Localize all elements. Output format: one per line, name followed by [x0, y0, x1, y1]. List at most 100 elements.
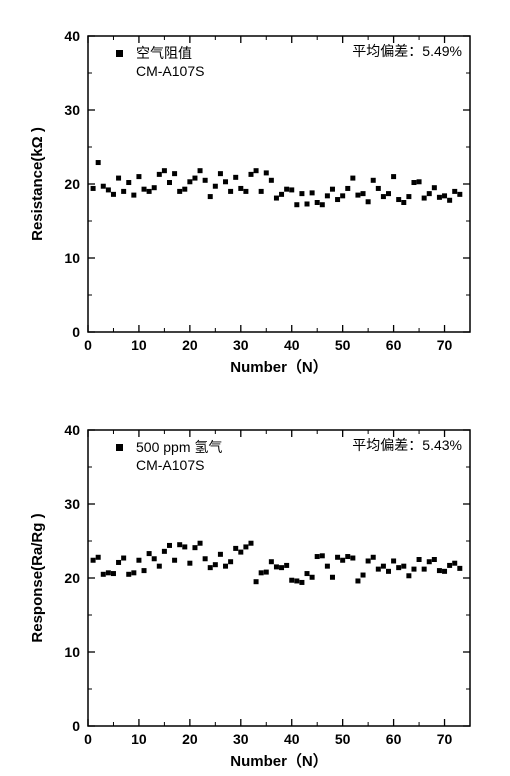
data-point: [361, 573, 366, 578]
data-point: [406, 194, 411, 199]
data-point: [401, 564, 406, 569]
data-point: [366, 558, 371, 563]
data-point: [386, 191, 391, 196]
data-point: [269, 178, 274, 183]
data-point: [279, 565, 284, 570]
data-point: [167, 543, 172, 548]
svg-text:20: 20: [64, 570, 80, 586]
data-point: [182, 187, 187, 192]
data-point: [442, 569, 447, 574]
data-point: [315, 554, 320, 559]
data-point: [355, 578, 360, 583]
data-point: [442, 193, 447, 198]
data-point: [417, 179, 422, 184]
data-point: [152, 556, 157, 561]
data-point: [417, 557, 422, 562]
svg-text:70: 70: [437, 337, 453, 353]
data-point: [116, 560, 121, 565]
data-point: [447, 563, 452, 568]
data-point: [310, 190, 315, 195]
legend-line-1: 空气阻值: [136, 45, 192, 61]
svg-text:50: 50: [335, 731, 351, 747]
data-point: [126, 180, 131, 185]
data-point: [310, 575, 315, 580]
data-point: [381, 194, 386, 199]
data-point: [437, 568, 442, 573]
data-point: [213, 562, 218, 567]
y-axis-label: Response(Ra/Rg ): [29, 513, 46, 642]
data-point: [366, 199, 371, 204]
data-point: [406, 573, 411, 578]
data-point: [238, 186, 243, 191]
legend-line-1: 500 ppm 氢气: [136, 439, 222, 455]
data-point: [427, 191, 432, 196]
data-point: [136, 558, 141, 563]
svg-text:40: 40: [64, 28, 80, 44]
data-point: [177, 189, 182, 194]
x-axis-label: Number（N）: [230, 752, 328, 770]
svg-text:40: 40: [284, 731, 300, 747]
data-point: [289, 187, 294, 192]
data-point: [386, 569, 391, 574]
svg-text:0: 0: [84, 337, 92, 353]
svg-text:10: 10: [131, 731, 147, 747]
data-point: [457, 192, 462, 197]
svg-text:40: 40: [64, 422, 80, 438]
data-point: [152, 185, 157, 190]
svg-text:10: 10: [64, 250, 80, 266]
data-point: [457, 566, 462, 571]
data-point: [167, 180, 172, 185]
data-point: [218, 552, 223, 557]
data-point: [340, 193, 345, 198]
data-point: [203, 556, 208, 561]
data-point: [162, 549, 167, 554]
data-point: [96, 555, 101, 560]
data-point: [452, 189, 457, 194]
svg-text:30: 30: [64, 102, 80, 118]
data-point: [243, 189, 248, 194]
data-point: [182, 544, 187, 549]
deviation-annotation: 平均偏差：5.49%: [352, 43, 462, 59]
data-point: [330, 575, 335, 580]
data-point: [274, 564, 279, 569]
data-point: [162, 168, 167, 173]
data-point: [391, 558, 396, 563]
data-point: [350, 176, 355, 181]
data-point: [422, 567, 427, 572]
data-point: [335, 555, 340, 560]
data-point: [447, 198, 452, 203]
data-point: [299, 580, 304, 585]
data-point: [371, 555, 376, 560]
data-point: [101, 572, 106, 577]
data-point: [371, 178, 376, 183]
response-chart: 010203040506070010203040Number（N）Respons…: [0, 406, 510, 776]
data-point: [432, 185, 437, 190]
data-point: [279, 192, 284, 197]
data-point: [330, 187, 335, 192]
data-point: [305, 201, 310, 206]
data-point: [233, 175, 238, 180]
data-point: [422, 196, 427, 201]
data-point: [243, 544, 248, 549]
data-point: [437, 195, 442, 200]
data-point: [96, 160, 101, 165]
data-point: [376, 186, 381, 191]
data-point: [305, 571, 310, 576]
svg-text:10: 10: [131, 337, 147, 353]
data-point: [381, 564, 386, 569]
data-point: [254, 168, 259, 173]
data-point: [396, 565, 401, 570]
data-point: [411, 567, 416, 572]
data-point: [259, 189, 264, 194]
data-point: [427, 559, 432, 564]
data-point: [325, 193, 330, 198]
data-point: [315, 200, 320, 205]
data-point: [126, 572, 131, 577]
data-point: [233, 546, 238, 551]
data-point: [131, 193, 136, 198]
data-point: [228, 559, 233, 564]
svg-text:60: 60: [386, 731, 402, 747]
data-point: [198, 168, 203, 173]
data-point: [111, 192, 116, 197]
data-point: [157, 172, 162, 177]
